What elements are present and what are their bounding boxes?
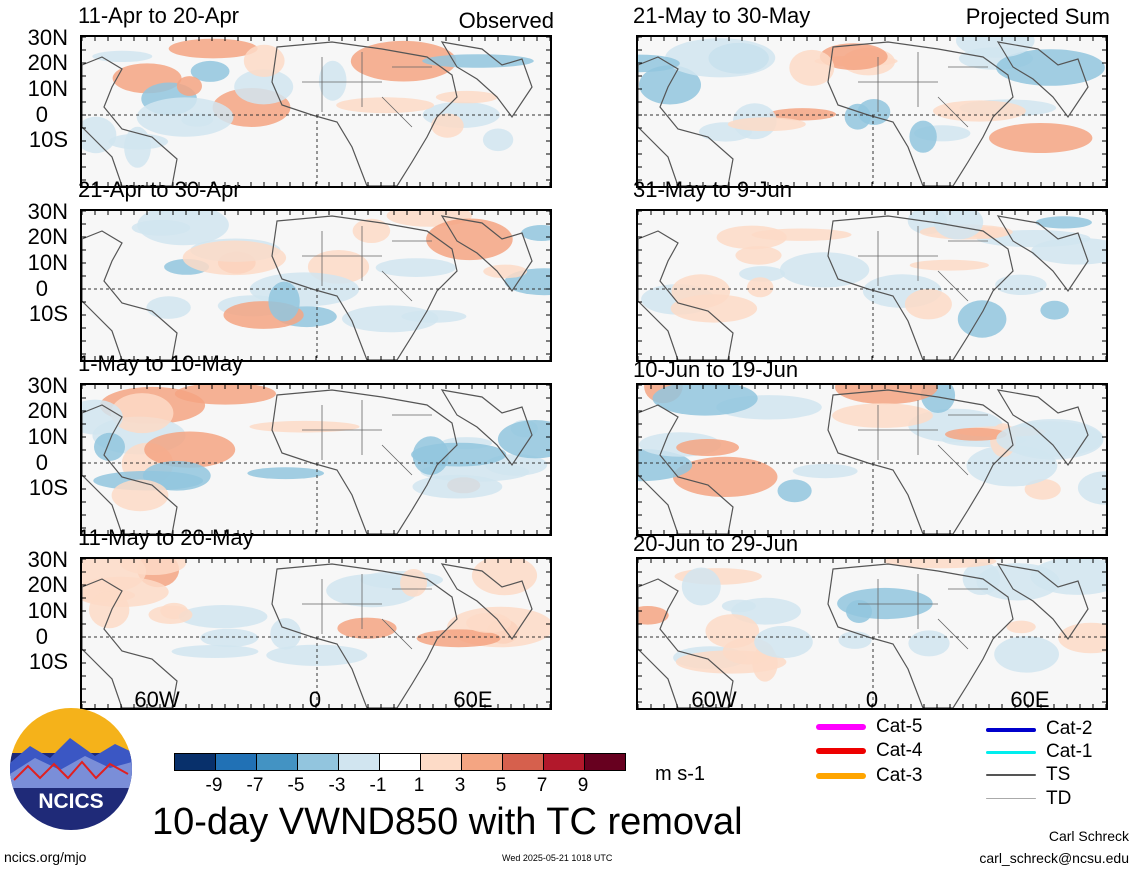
- colorbar-swatch: [298, 754, 339, 770]
- map-panel-right-2: [636, 209, 1108, 362]
- legend-line-cat1: [986, 751, 1036, 754]
- map-graphic: [82, 37, 550, 186]
- lat-label: 10N: [27, 424, 68, 449]
- colorbar-tick-label: -5: [287, 775, 305, 796]
- lat-label: 0: [35, 102, 48, 127]
- legend-line-cat5: [816, 724, 866, 730]
- timestamp-text: Wed 2025-05-21 1018 UTC: [502, 853, 613, 863]
- legend-line-ts: [986, 774, 1036, 776]
- legend-label-td: TD: [1046, 788, 1072, 809]
- legend-line-cat4: [816, 748, 866, 754]
- colorbar-tick-label: 1: [413, 775, 425, 796]
- panel-title-right-4: 20-Jun to 29-Jun: [633, 531, 799, 556]
- lat-label: 10N: [27, 76, 68, 101]
- lon-label: 60E: [453, 687, 493, 712]
- panel-title-left-3: 1-May to 10-May: [78, 351, 244, 376]
- colorbar-tick-label: -9: [205, 775, 223, 796]
- legend-label-cat1: Cat-1: [1046, 741, 1093, 762]
- lat-label: 10N: [27, 250, 68, 275]
- colorbar-tick-label: -1: [369, 775, 387, 796]
- colorbar-swatch: [544, 754, 585, 770]
- main-title: 10-day VWND850 with TC removal: [152, 801, 743, 843]
- colorbar-tick-label: -3: [328, 775, 346, 796]
- lat-label: 30N: [27, 373, 68, 398]
- colorbar-tick-label: -7: [246, 775, 264, 796]
- colorbar-swatch: [585, 754, 625, 770]
- colorbar-swatch: [503, 754, 544, 770]
- colorbar-swatch: [257, 754, 298, 770]
- panel-title-right-2: 31-May to 9-Jun: [633, 177, 792, 202]
- projected-sum-label: Projected Sum: [965, 4, 1110, 29]
- lat-label: 30N: [27, 547, 68, 572]
- lat-label: 20N: [27, 398, 68, 423]
- panel-title-left-4: 11-May to 20-May: [78, 525, 254, 550]
- logo-graphic: NCICS: [10, 708, 132, 830]
- legend-label-cat5: Cat-5: [876, 716, 923, 737]
- panel-title-left-1: 11-Apr to 20-Apr: [78, 3, 240, 28]
- colorbar-swatch: [339, 754, 380, 770]
- colorbar-swatch: [421, 754, 462, 770]
- legend-line-cat3: [816, 773, 866, 779]
- map-graphic: [638, 211, 1106, 360]
- map-graphic: [638, 37, 1106, 186]
- map-panel-right-4: [636, 557, 1108, 710]
- website-text: ncics.org/mjo: [4, 849, 87, 865]
- legend-label-cat2: Cat-2: [1046, 718, 1093, 739]
- colorbar-tick-label: 9: [577, 775, 589, 796]
- lat-label: 20N: [27, 572, 68, 597]
- lat-label: 10S: [28, 127, 68, 152]
- panel-title-right-1: 21-May to 30-May: [633, 3, 811, 28]
- observed-label: Observed: [458, 8, 554, 33]
- lat-label: 10S: [28, 301, 68, 326]
- legend-line-td: [986, 798, 1036, 799]
- lat-label: 0: [35, 276, 48, 301]
- map-graphic: [82, 385, 550, 534]
- lon-label: 0: [865, 687, 879, 712]
- colorbar-units: m s-1: [655, 763, 705, 785]
- lat-label: 10S: [28, 475, 68, 500]
- lat-label: 30N: [27, 199, 68, 224]
- author-text: Carl Schreck: [1048, 828, 1129, 844]
- lat-label: 30N: [27, 25, 68, 50]
- map-graphic: [82, 211, 550, 360]
- legend-label-cat4: Cat-4: [876, 740, 923, 761]
- map-graphic: [82, 559, 550, 708]
- colorbar-swatch: [462, 754, 503, 770]
- map-panel-left-1: [80, 35, 552, 188]
- lat-label: 0: [35, 450, 48, 475]
- colorbar-tick-label: 5: [495, 775, 507, 796]
- colorbar-swatch: [380, 754, 421, 770]
- map-graphic: [638, 385, 1106, 534]
- lon-label: 0: [308, 687, 322, 712]
- map-panel-right-1: [636, 35, 1108, 188]
- colorbar-swatch: [175, 754, 216, 770]
- legend-label-cat3: Cat-3: [876, 765, 923, 786]
- logo-text: NCICS: [38, 790, 103, 813]
- lat-label: 20N: [27, 224, 68, 249]
- lon-label: 60W: [134, 687, 180, 712]
- email-text: carl_schreck@ncsu.edu: [979, 850, 1129, 866]
- legend-line-cat2: [986, 728, 1036, 732]
- legend-label-ts: TS: [1046, 764, 1071, 785]
- lat-label: 10S: [28, 649, 68, 674]
- colorbar-swatch: [216, 754, 257, 770]
- panel-title-right-3: 10-Jun to 19-Jun: [633, 357, 799, 382]
- lon-label: 60W: [691, 687, 737, 712]
- map-panel-right-3: [636, 383, 1108, 536]
- lat-label: 20N: [27, 50, 68, 75]
- colorbar: [174, 753, 626, 771]
- panel-title-left-2: 21-Apr to 30-Apr: [78, 177, 241, 202]
- colorbar-tick-label: 7: [536, 775, 548, 796]
- lat-label: 0: [35, 624, 48, 649]
- map-panel-left-2: [80, 209, 552, 362]
- ncics-logo: NCICS: [10, 708, 132, 830]
- map-graphic: [638, 559, 1106, 708]
- lon-label: 60E: [1010, 687, 1050, 712]
- lat-label: 10N: [27, 598, 68, 623]
- map-panel-left-3: [80, 383, 552, 536]
- colorbar-tick-label: 3: [454, 775, 466, 796]
- map-panel-left-4: [80, 557, 552, 710]
